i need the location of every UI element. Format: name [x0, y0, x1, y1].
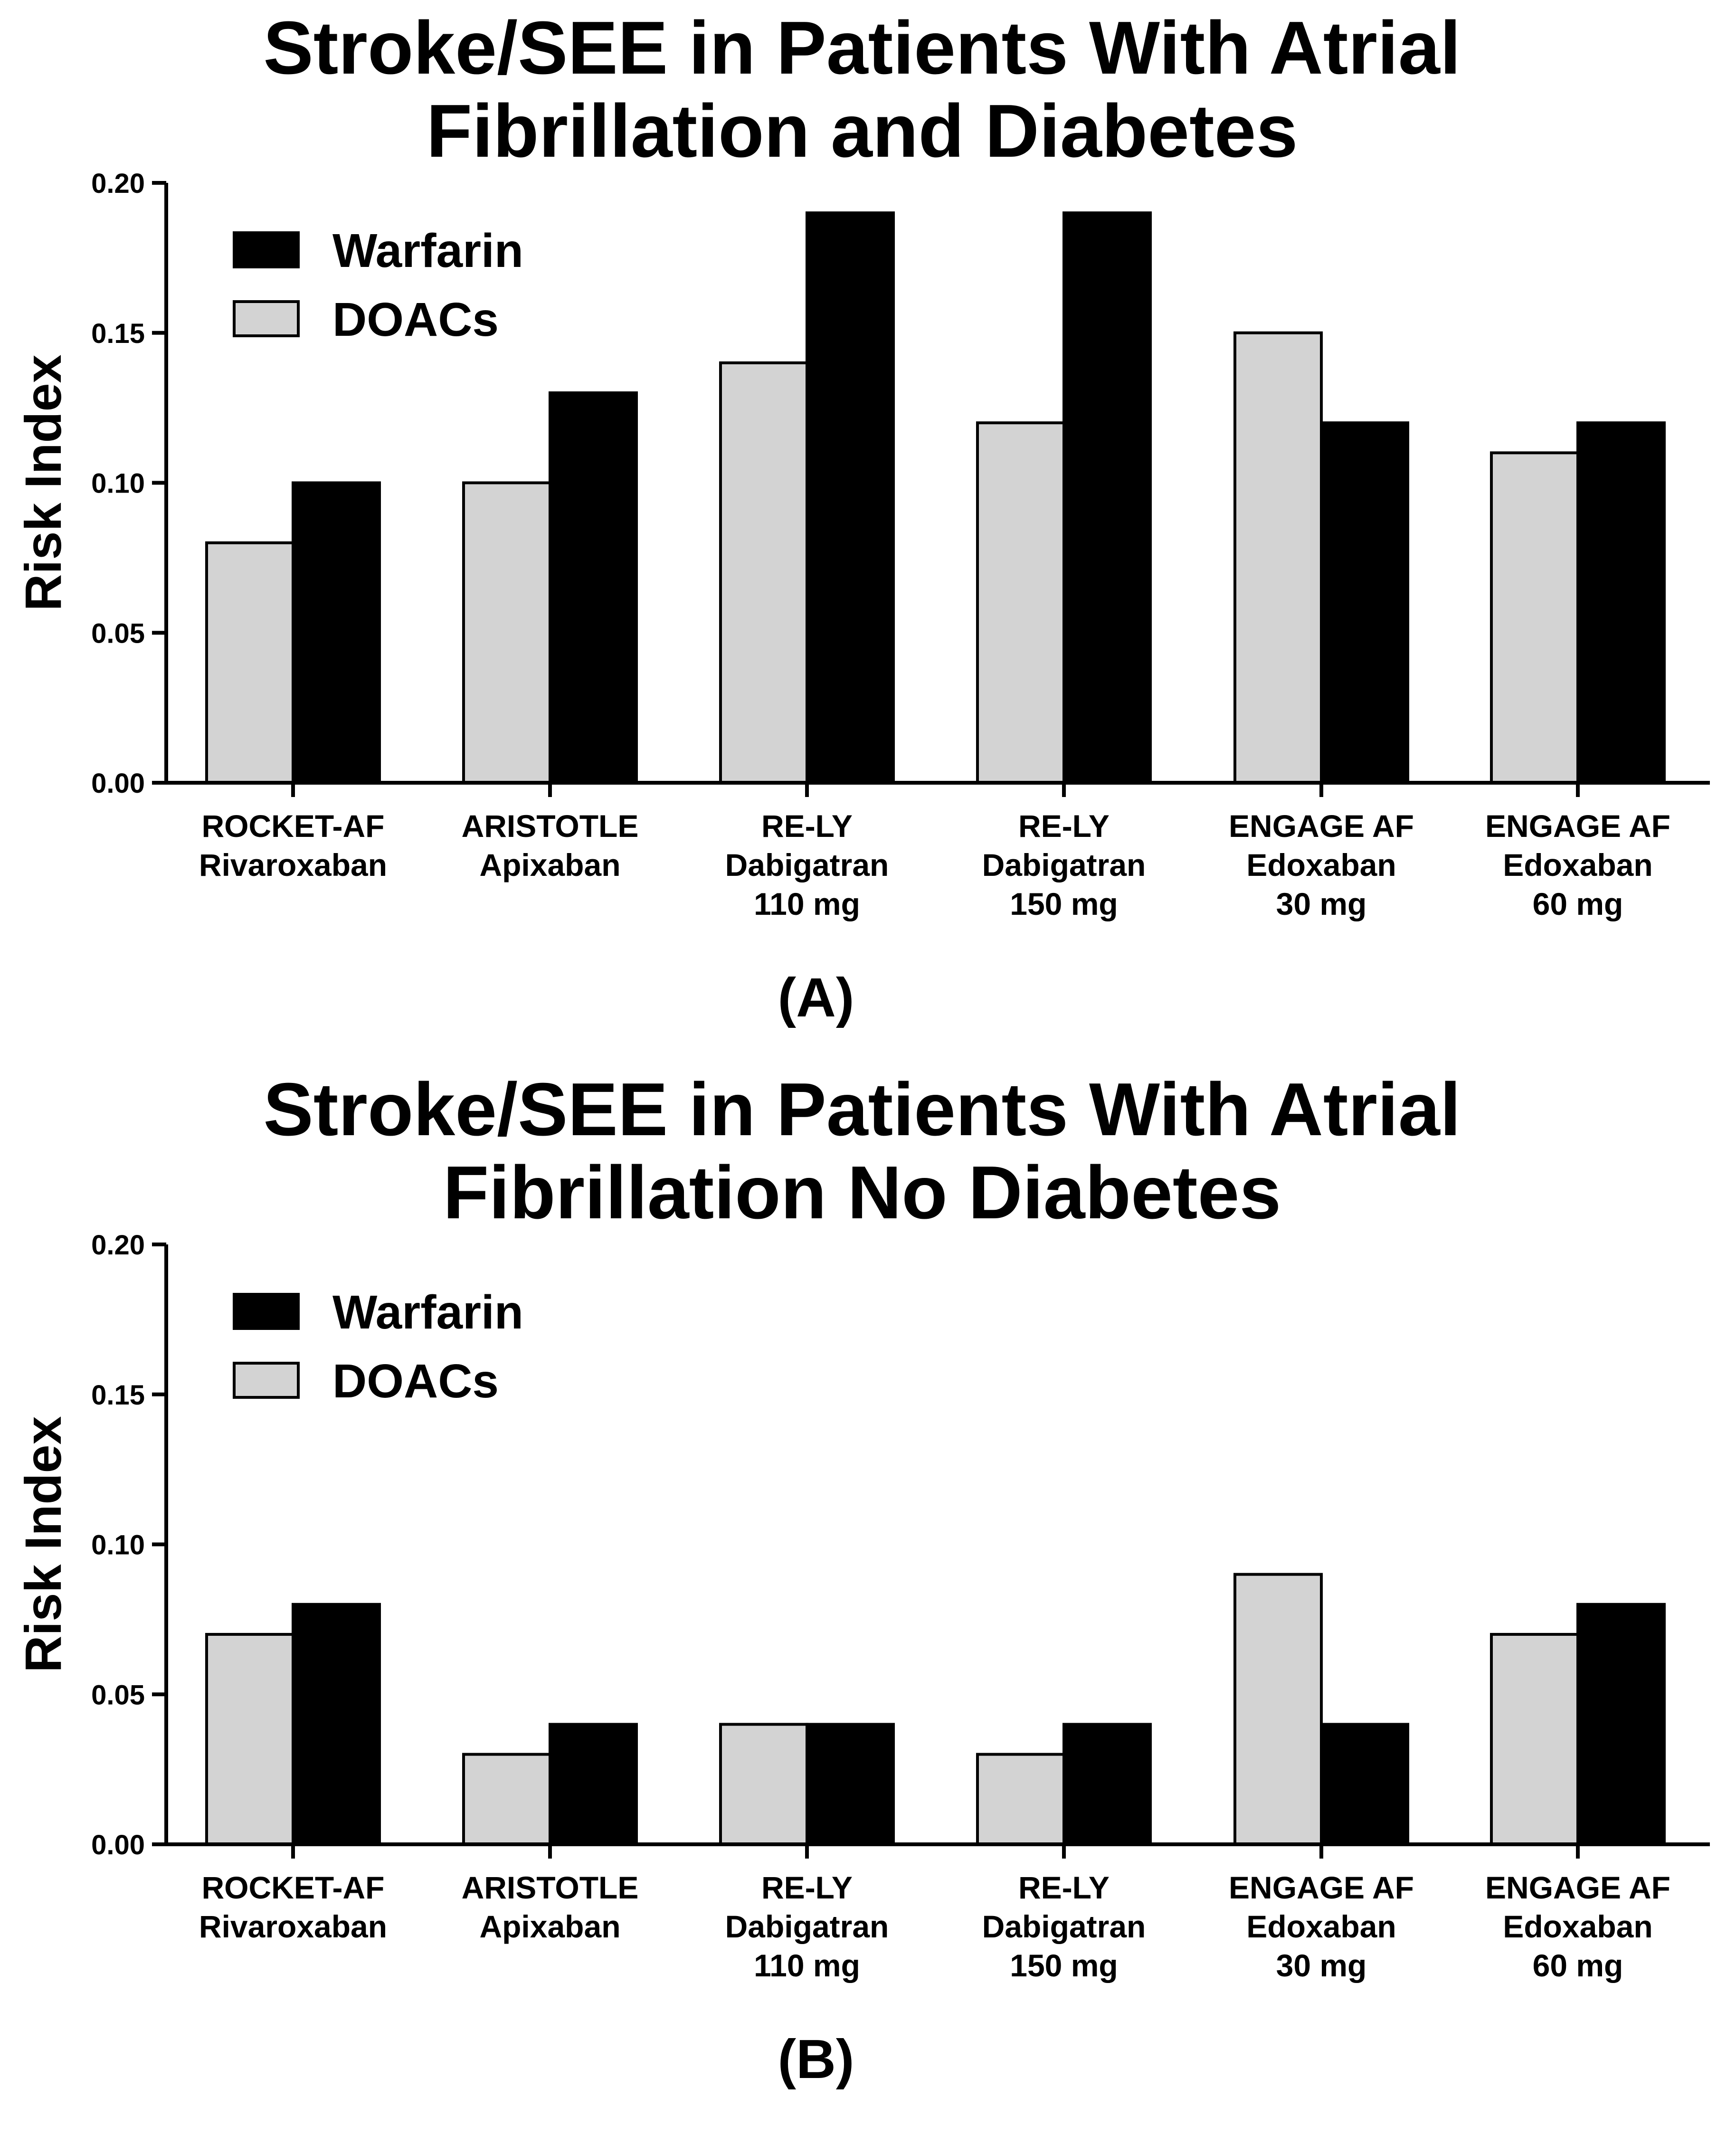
panel-b: Stroke/SEE in Patients With AtrialFibril…	[14, 1068, 1710, 2090]
bar-warfarin	[806, 1723, 895, 1846]
x-tick-label: RE-LY	[761, 808, 853, 844]
bar-doacs	[719, 361, 808, 784]
legend-swatch-doacs	[233, 1362, 300, 1399]
bar-warfarin	[549, 1723, 638, 1846]
x-tick-label: 60 mg	[1533, 1948, 1623, 1983]
y-tick-label: 0.20	[91, 1230, 145, 1261]
y-tick-label: 0.15	[91, 318, 145, 349]
legend-label-doacs: DOACs	[332, 1355, 499, 1408]
x-tick-label: ENGAGE AF	[1485, 808, 1670, 844]
legend-label-doacs: DOACs	[332, 293, 499, 346]
bar-doacs	[462, 481, 551, 784]
x-tick-label: Rivaroxaban	[199, 847, 387, 882]
bar-warfarin	[1576, 421, 1666, 784]
x-tick-label: 150 mg	[1010, 1948, 1118, 1983]
x-tick-label: ROCKET-AF	[202, 1870, 385, 1905]
y-tick-label: 0.00	[91, 768, 145, 799]
bar-doacs	[1233, 1573, 1323, 1846]
x-tick-label: Apixaban	[479, 847, 620, 882]
y-tick-label: 0.05	[91, 1680, 145, 1710]
x-tick-label: Dabigatran	[982, 847, 1146, 882]
bar-doacs	[205, 1632, 294, 1846]
chart-title-line: Stroke/SEE in Patients With Atrial	[263, 1068, 1461, 1151]
x-tick-label: Rivaroxaban	[199, 1909, 387, 1944]
legend-label-warfarin: Warfarin	[332, 224, 523, 277]
x-tick-label: 30 mg	[1276, 1948, 1367, 1983]
x-tick-label: Dabigatran	[982, 1909, 1146, 1944]
x-tick-label: ROCKET-AF	[202, 808, 385, 844]
bar-warfarin	[292, 1603, 381, 1846]
bar-warfarin	[1062, 1723, 1152, 1846]
legend-swatch-doacs	[233, 300, 300, 337]
bar-warfarin	[1576, 1603, 1666, 1846]
x-tick-label: ARISTOTLE	[462, 1870, 639, 1905]
x-tick-label: Apixaban	[479, 1909, 620, 1944]
y-axis-label: Risk Index	[14, 1416, 72, 1672]
bar-doacs	[719, 1723, 808, 1846]
panel-label: (A)	[778, 967, 854, 1028]
x-tick-label: 110 mg	[754, 1948, 860, 1983]
panel-label: (B)	[778, 2028, 854, 2090]
bar-warfarin	[549, 391, 638, 784]
bar-doacs	[976, 1753, 1065, 1846]
legend-label-warfarin: Warfarin	[332, 1286, 523, 1339]
y-axis-label: Risk Index	[14, 354, 72, 611]
x-tick-label: 30 mg	[1276, 886, 1367, 921]
x-tick-label: ARISTOTLE	[462, 808, 639, 844]
chart-title-line: Stroke/SEE in Patients With Atrial	[263, 6, 1461, 90]
chart-title-line: Fibrillation No Diabetes	[443, 1151, 1281, 1234]
x-tick-label: RE-LY	[1018, 808, 1110, 844]
y-tick-label: 0.15	[91, 1380, 145, 1411]
x-tick-label: Edoxaban	[1246, 847, 1396, 882]
bar-doacs	[1490, 1632, 1579, 1846]
x-tick-label: Dabigatran	[725, 847, 889, 882]
x-tick-label: ENGAGE AF	[1229, 808, 1414, 844]
bar-doacs	[205, 541, 294, 785]
y-tick-label: 0.10	[91, 468, 145, 499]
bar-doacs	[1490, 451, 1579, 784]
y-tick-label: 0.10	[91, 1530, 145, 1561]
legend-swatch-warfarin	[233, 1293, 300, 1330]
bar-doacs	[976, 421, 1065, 784]
x-tick-label: ENGAGE AF	[1485, 1870, 1670, 1905]
chart-title-line: Fibrillation and Diabetes	[427, 89, 1298, 173]
y-tick-label: 0.05	[91, 618, 145, 649]
bar-doacs	[462, 1753, 551, 1846]
x-tick-label: Edoxaban	[1503, 1909, 1652, 1944]
bar-warfarin	[806, 211, 895, 784]
x-tick-label: 110 mg	[754, 886, 860, 921]
x-tick-label: Dabigatran	[725, 1909, 889, 1944]
legend-swatch-warfarin	[233, 231, 300, 268]
bar-doacs	[1233, 331, 1323, 784]
x-tick-label: RE-LY	[761, 1870, 853, 1905]
bar-warfarin	[1062, 211, 1152, 784]
x-tick-label: Edoxaban	[1246, 1909, 1396, 1944]
bar-warfarin	[1320, 1723, 1409, 1846]
panel-a: Stroke/SEE in Patients With AtrialFibril…	[14, 6, 1710, 1028]
bar-warfarin	[1320, 421, 1409, 784]
y-tick-label: 0.20	[91, 168, 145, 199]
x-tick-label: ENGAGE AF	[1229, 1870, 1414, 1905]
bar-warfarin	[292, 481, 381, 784]
x-tick-label: 150 mg	[1010, 886, 1118, 921]
x-tick-label: RE-LY	[1018, 1870, 1110, 1905]
y-tick-label: 0.00	[91, 1830, 145, 1860]
x-tick-label: 60 mg	[1533, 886, 1623, 921]
x-tick-label: Edoxaban	[1503, 847, 1652, 882]
